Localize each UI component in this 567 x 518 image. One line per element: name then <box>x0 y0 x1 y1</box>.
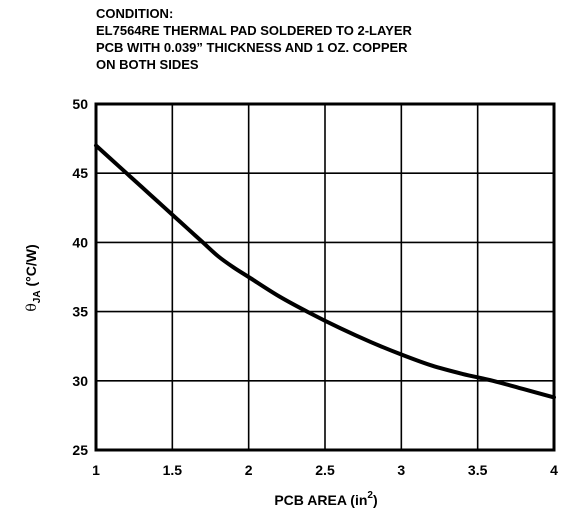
y-axis-label-subscript: JA <box>32 290 43 303</box>
x-tick-label: 3 <box>397 462 405 478</box>
title-line: PCB WITH 0.039” THICKNESS AND 1 OZ. COPP… <box>96 40 408 55</box>
series-layer <box>94 143 556 400</box>
x-axis-label: PCB AREA (in2) <box>274 490 377 508</box>
y-axis-label: θJA (°C/W) <box>23 244 43 311</box>
series-line <box>94 143 556 400</box>
x-tick-label: 3.5 <box>468 462 488 478</box>
plot-area-frame <box>94 102 556 452</box>
x-tick-label: 2.5 <box>315 462 335 478</box>
x-axis-label-end: ) <box>373 492 378 508</box>
y-axis-ticks: 25 30 35 40 45 50 <box>72 96 88 458</box>
y-tick-label: 25 <box>72 442 88 458</box>
x-tick-label: 1.5 <box>163 462 183 478</box>
title-line: EL7564RE THERMAL PAD SOLDERED TO 2-LAYER <box>96 23 412 38</box>
y-tick-label: 50 <box>72 96 88 112</box>
x-axis-label-main: PCB AREA (in <box>274 492 367 508</box>
y-tick-label: 45 <box>72 165 88 181</box>
x-axis-ticks: 1 1.5 2 2.5 3 3.5 4 <box>92 462 558 478</box>
y-axis-label-symbol: θ <box>24 303 40 311</box>
title-line: CONDITION: <box>96 6 174 21</box>
x-tick-label: 1 <box>92 462 100 478</box>
grid <box>95 103 555 451</box>
y-tick-label: 40 <box>72 234 88 250</box>
x-axis-label-superscript: 2 <box>367 490 373 501</box>
title-line: ON BOTH SIDES <box>96 57 199 72</box>
chart-title: CONDITION: EL7564RE THERMAL PAD SOLDERED… <box>96 5 556 73</box>
y-axis-label-end: (°C/W) <box>23 244 39 290</box>
y-tick-label: 30 <box>72 373 88 389</box>
x-tick-label: 2 <box>245 462 253 478</box>
x-tick-label: 4 <box>550 462 558 478</box>
y-tick-label: 35 <box>72 304 88 320</box>
